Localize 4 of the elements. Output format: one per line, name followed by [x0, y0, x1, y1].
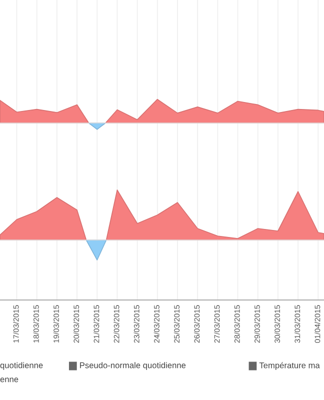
text: quotidienne	[0, 362, 43, 370]
text: Température ma	[259, 362, 320, 370]
text: enne	[0, 378, 18, 382]
text: Pseudo-normale quotidienne	[80, 362, 186, 370]
